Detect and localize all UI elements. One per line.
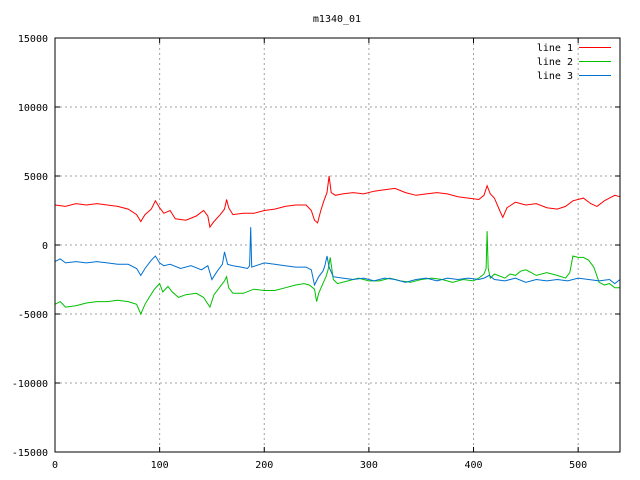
- series-line-1: [54, 175, 621, 229]
- grid: [55, 38, 620, 452]
- x-tick-label: 100: [151, 460, 169, 471]
- x-tick-label: 200: [255, 460, 273, 471]
- y-tick-label: -5000: [18, 310, 48, 321]
- y-tick-label: -15000: [12, 448, 48, 459]
- legend-label: line 3: [537, 71, 573, 82]
- y-tick-label: 0: [42, 241, 48, 252]
- x-tick-label: 300: [360, 460, 378, 471]
- series-line-3: [54, 227, 621, 287]
- legend: line 1 line 2 line 3: [537, 43, 611, 82]
- x-tick-label: 0: [52, 460, 58, 471]
- y-tick-label: 5000: [24, 172, 48, 183]
- y-tick-label: 10000: [18, 103, 48, 114]
- y-tick-label: -10000: [12, 379, 48, 390]
- series-line-2: [54, 231, 620, 316]
- y-tick-label: 15000: [18, 34, 48, 45]
- axis-ticks: 0 100 200 300 400 500 15000 10000 5000 0 -5000 -100…: [12, 34, 620, 471]
- chart-title: m1340_01: [313, 14, 361, 25]
- x-tick-label: 500: [569, 460, 587, 471]
- data-series: [54, 175, 621, 316]
- legend-label: line 2: [537, 57, 573, 68]
- legend-label: line 1: [537, 43, 573, 54]
- x-tick-label: 400: [464, 460, 482, 471]
- plot-border: [54, 37, 621, 453]
